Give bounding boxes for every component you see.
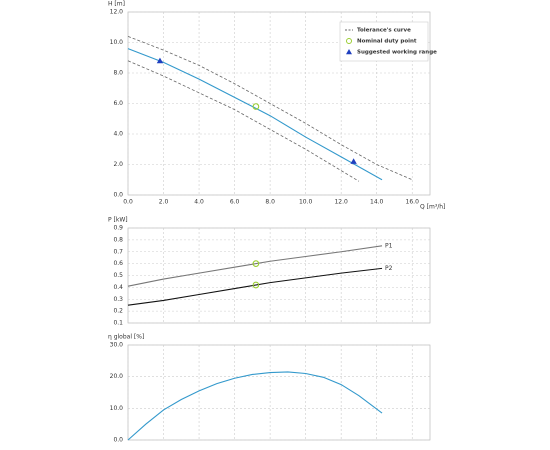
curve [127, 245, 383, 287]
y-tick-label: 10.0 [110, 405, 124, 412]
plot-frame [127, 344, 431, 441]
legend-symbol [346, 49, 352, 55]
legend-box [339, 21, 429, 62]
x-tick-label: 10.0 [299, 199, 313, 206]
y-tick-label: 20.0 [110, 373, 124, 380]
curve [127, 48, 383, 181]
y-tick-label: 12.0 [110, 9, 124, 16]
y-tick-label: 0.2 [113, 308, 123, 315]
y-tick-label: 0.7 [113, 248, 123, 255]
x-tick-label: 12.0 [334, 199, 348, 206]
y-tick-label: 0.5 [113, 272, 123, 279]
y-tick-label: 4.0 [113, 131, 123, 138]
y-axis-label: H [m] [108, 1, 125, 8]
range-marker [156, 57, 164, 64]
y-tick-label: 0.9 [113, 225, 123, 232]
y-tick-label: 2.0 [113, 161, 123, 168]
curve [127, 60, 360, 182]
legend-label: Nominal duty point [357, 39, 417, 45]
y-tick-label: 0.0 [113, 437, 123, 444]
x-tick-label: 2.0 [159, 199, 169, 206]
y-tick-label: 6.0 [113, 100, 123, 107]
legend-label: Suggested working range [357, 50, 437, 56]
y-tick-label: 10.0 [110, 39, 124, 46]
x-tick-label: 4.0 [194, 199, 204, 206]
curve [127, 267, 383, 306]
curve-label: P1 [385, 242, 393, 249]
curve-label: P2 [385, 265, 393, 272]
y-tick-label: 8.0 [113, 70, 123, 77]
x-tick-label: 0.0 [123, 199, 133, 206]
curve [127, 36, 413, 181]
y-tick-label: 0.0 [113, 192, 123, 199]
y-tick-label: 30.0 [110, 342, 124, 349]
y-tick-label: 0.6 [113, 260, 123, 267]
range-marker [350, 158, 357, 164]
duty-point [252, 260, 260, 267]
y-tick-label: 0.8 [113, 236, 123, 243]
x-tick-label: 8.0 [265, 199, 275, 206]
x-tick-label: 16.0 [406, 199, 420, 206]
curve [127, 371, 383, 441]
x-axis-label: Q [m³/h] [420, 204, 445, 211]
legend-label: Tolerance's curve [357, 28, 411, 34]
y-tick-label: 0.4 [113, 284, 123, 291]
duty-point [252, 281, 260, 289]
x-tick-label: 14.0 [370, 199, 384, 206]
x-tick-label: 6.0 [230, 199, 240, 206]
duty-point [252, 103, 260, 110]
legend-symbol [346, 38, 352, 44]
y-tick-label: 0.3 [113, 296, 123, 303]
y-axis-label: P [kW] [108, 217, 128, 224]
y-tick-label: 0.1 [113, 320, 123, 327]
y-axis-label: η global [%] [108, 334, 144, 341]
